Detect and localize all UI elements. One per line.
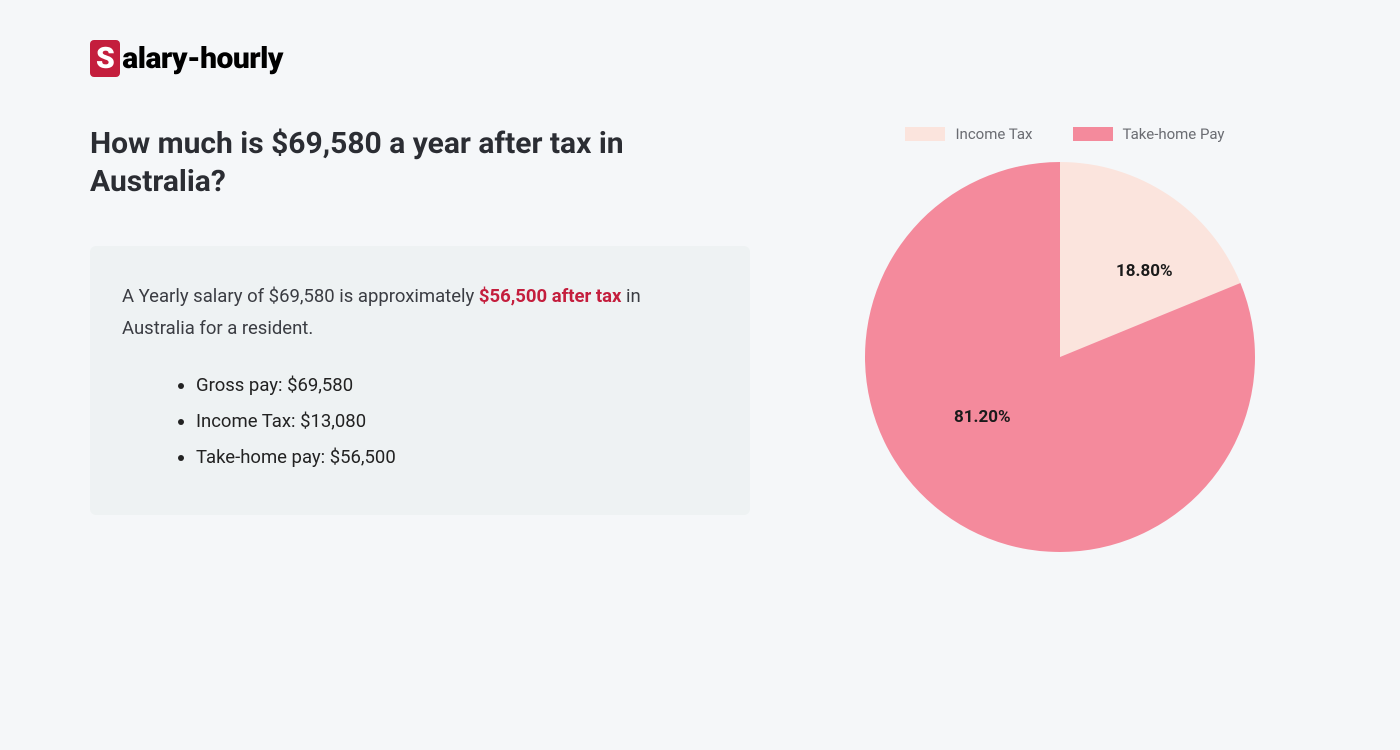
legend-swatch: [1073, 127, 1113, 141]
logo-text: alary-hourly: [122, 41, 283, 76]
pie-slice-label: 18.80%: [1116, 261, 1173, 281]
pie-slice-label: 81.20%: [954, 407, 1011, 427]
pie-svg: [860, 157, 1260, 557]
bullet-item: Gross pay: $69,580: [196, 367, 718, 403]
bullet-item: Take-home pay: $56,500: [196, 439, 718, 475]
legend-item: Income Tax: [905, 125, 1032, 143]
logo-badge: S: [90, 40, 120, 77]
summary-highlight: $56,500 after tax: [479, 285, 622, 307]
legend-label: Take-home Pay: [1123, 125, 1225, 143]
legend-label: Income Tax: [955, 125, 1032, 143]
page-title: How much is $69,580 a year after tax in …: [90, 125, 750, 200]
legend-swatch: [905, 127, 945, 141]
summary-text-before: A Yearly salary of $69,580 is approximat…: [122, 285, 479, 307]
pie-chart: 18.80% 81.20%: [860, 157, 1260, 557]
summary-text: A Yearly salary of $69,580 is approximat…: [122, 280, 718, 345]
bullet-item: Income Tax: $13,080: [196, 403, 718, 439]
site-logo: Salary-hourly: [90, 40, 1310, 77]
summary-infobox: A Yearly salary of $69,580 is approximat…: [90, 246, 750, 515]
chart-legend: Income Tax Take-home Pay: [905, 125, 1224, 143]
legend-item: Take-home Pay: [1073, 125, 1225, 143]
summary-bullets: Gross pay: $69,580 Income Tax: $13,080 T…: [122, 367, 718, 475]
